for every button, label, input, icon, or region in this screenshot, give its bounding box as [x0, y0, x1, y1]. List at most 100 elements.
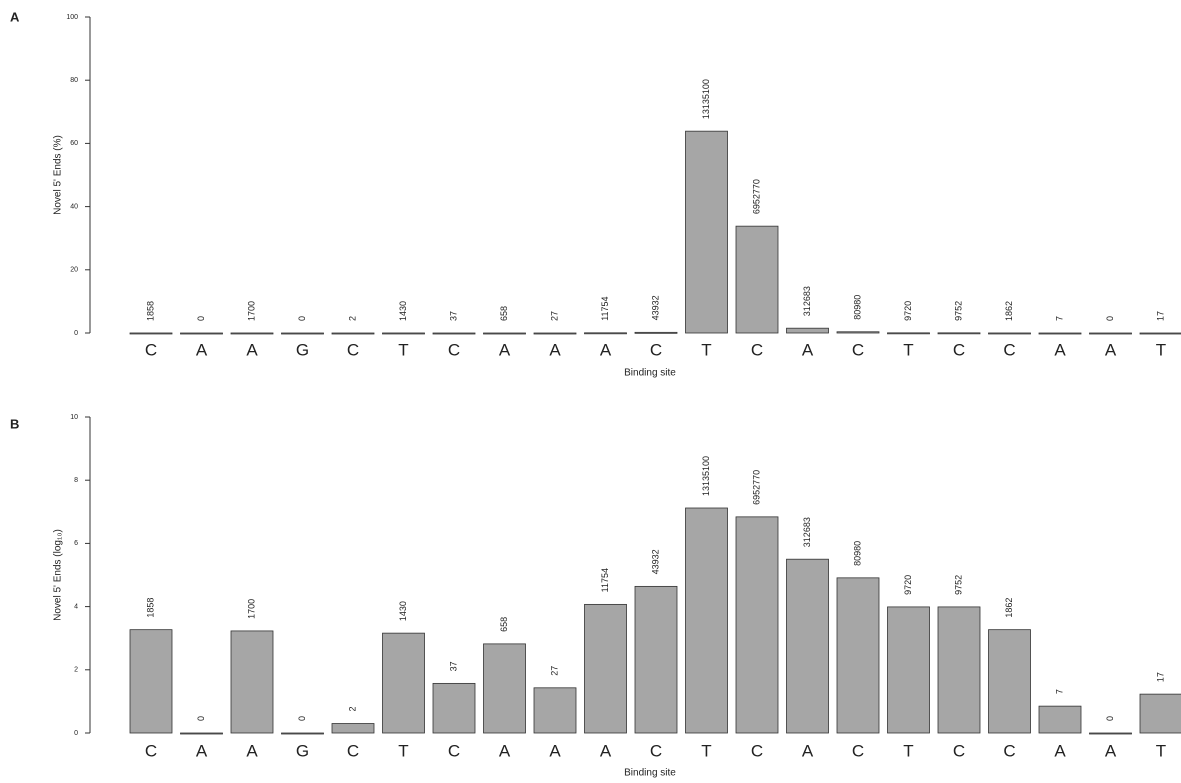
count-label: 6952770 [751, 179, 761, 214]
count-label: 43932 [650, 295, 660, 320]
count-label: 0 [1105, 716, 1115, 721]
y-tick-label: 60 [70, 140, 78, 147]
category-label: T [903, 741, 913, 760]
category-label: C [650, 741, 662, 760]
count-label: 9720 [903, 301, 913, 321]
category-label: C [347, 741, 359, 760]
count-label: 6952770 [751, 470, 761, 505]
category-label: A [1054, 741, 1066, 760]
count-label: 0 [297, 316, 307, 321]
category-label: A [802, 741, 814, 760]
category-label: T [398, 741, 408, 760]
bar [786, 327, 829, 334]
bar [382, 632, 425, 734]
category-label: C [953, 340, 965, 359]
bar [735, 225, 779, 334]
count-label: 13135100 [701, 456, 711, 496]
category-label: T [701, 741, 711, 760]
category-label: A [802, 340, 814, 359]
count-label: 37 [448, 311, 458, 321]
category-label: C [751, 340, 763, 359]
count-label: 1862 [1004, 301, 1014, 321]
category-label: A [196, 340, 208, 359]
category-label: C [751, 741, 763, 760]
count-label: 11754 [600, 296, 610, 320]
bar [1038, 705, 1082, 734]
bar [432, 332, 476, 335]
bar [1089, 732, 1132, 735]
y-tick-label: 20 [70, 267, 78, 274]
bar [281, 332, 324, 335]
count-label: 9720 [903, 575, 913, 595]
count-label: 2 [347, 707, 357, 712]
count-label: 0 [196, 316, 206, 321]
category-label: A [1105, 340, 1117, 359]
y-tick-label: 100 [66, 14, 78, 21]
category-label: A [499, 340, 511, 359]
category-label: T [1156, 741, 1166, 760]
count-label: 312683 [802, 517, 812, 547]
bar [533, 332, 577, 335]
panel-label: A [10, 9, 20, 24]
bar [1089, 332, 1132, 335]
category-label: G [296, 741, 309, 760]
category-label: A [600, 340, 612, 359]
bar [584, 603, 627, 734]
bar [685, 130, 728, 334]
bar [836, 577, 880, 734]
bar [180, 732, 223, 735]
panel-label: B [10, 416, 19, 431]
bar [281, 732, 324, 735]
bar [887, 332, 930, 335]
bar [331, 723, 375, 734]
y-tick-label: 10 [70, 414, 78, 421]
category-label: T [903, 340, 913, 359]
count-label: 9752 [953, 575, 963, 595]
category-label: C [145, 340, 157, 359]
count-label: 1700 [246, 301, 256, 321]
category-label: T [398, 340, 408, 359]
bar [483, 332, 526, 335]
bar [230, 630, 274, 734]
y-tick-label: 2 [74, 667, 78, 674]
bar [432, 682, 476, 734]
category-label: C [145, 741, 157, 760]
y-axis-label: Novel 5' Ends (%) [53, 135, 64, 215]
x-axis-label: Binding site [624, 368, 676, 379]
bar [937, 332, 981, 335]
category-label: T [1156, 340, 1166, 359]
category-label: T [701, 340, 711, 359]
count-label: 1430 [398, 601, 408, 621]
count-label: 0 [1105, 316, 1115, 321]
count-label: 7 [1054, 689, 1064, 694]
count-label: 27 [549, 311, 559, 321]
category-label: A [499, 741, 511, 760]
y-tick-label: 80 [70, 77, 78, 84]
category-label: C [448, 340, 460, 359]
count-label: 17 [1155, 672, 1165, 682]
count-label: 11754 [600, 568, 610, 592]
count-label: 43932 [650, 549, 660, 574]
count-label: 1858 [145, 598, 155, 618]
y-tick-label: 6 [74, 540, 78, 547]
bar [988, 629, 1031, 734]
category-label: C [1003, 340, 1015, 359]
bar [382, 332, 425, 335]
bar [836, 331, 880, 334]
bar [584, 332, 627, 335]
count-label: 312683 [802, 286, 812, 316]
category-label: G [296, 340, 309, 359]
y-tick-label: 4 [74, 603, 78, 610]
category-label: C [852, 340, 864, 359]
count-label: 658 [499, 617, 509, 632]
count-label: 7 [1054, 316, 1064, 321]
bar [1139, 693, 1181, 734]
x-axis-label: Binding site [624, 768, 676, 779]
category-label: C [1003, 741, 1015, 760]
bar [634, 331, 678, 334]
bar [887, 606, 930, 734]
category-label: C [347, 340, 359, 359]
count-label: 37 [448, 661, 458, 671]
count-label: 1700 [246, 599, 256, 619]
